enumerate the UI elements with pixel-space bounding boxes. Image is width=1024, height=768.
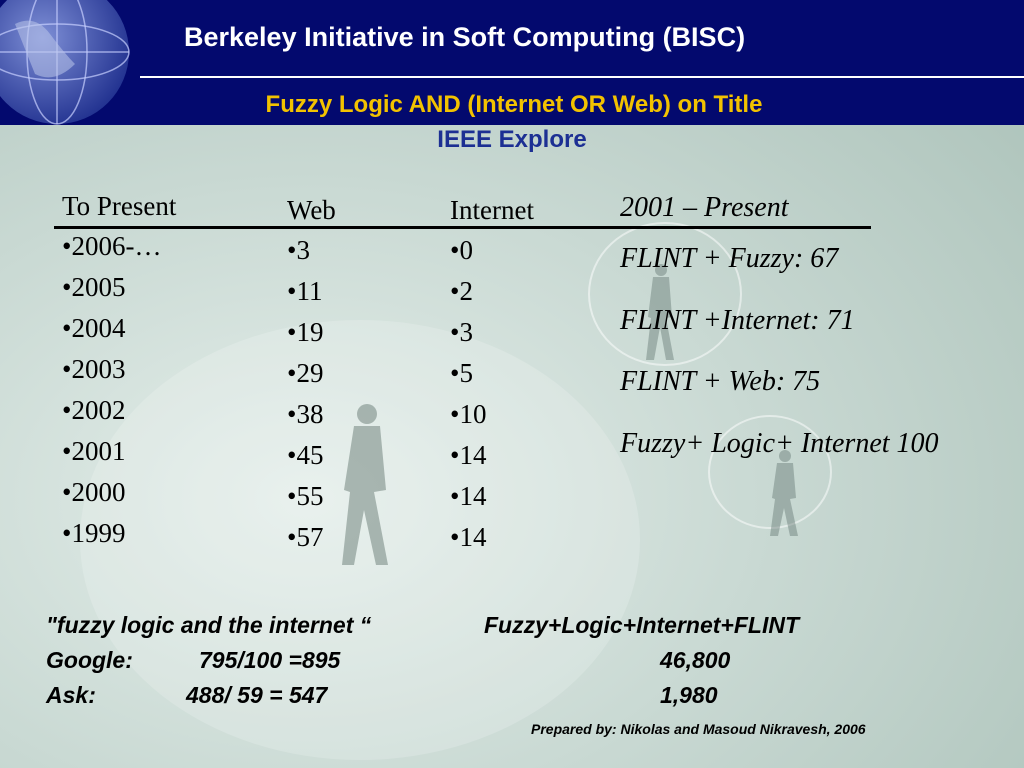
list-item: •45	[287, 440, 324, 470]
list-item: •29	[287, 358, 324, 388]
list-item: •10	[450, 399, 487, 429]
list-item: •5	[450, 358, 473, 388]
ask-query2-count: 1,980	[660, 682, 718, 708]
ask-label: Ask:	[46, 682, 96, 708]
walking-man-watermark	[770, 450, 798, 536]
list-item: •19	[287, 317, 324, 347]
query1-label: "fuzzy logic and the internet “	[46, 612, 372, 638]
summary-panel: 2001 – Present FLINT + Fuzzy: 67 FLINT +…	[620, 188, 939, 474]
page-title: Berkeley Initiative in Soft Computing (B…	[184, 22, 746, 52]
google-query1-count: 795/100 =895	[199, 647, 341, 673]
column-header-internet: Internet	[450, 195, 534, 225]
table-header-rule	[54, 226, 871, 229]
google-label: Google:	[46, 647, 133, 673]
list-item: •2001	[62, 436, 126, 466]
list-item: •2005	[62, 272, 126, 302]
globe-watermark	[588, 222, 742, 366]
source-subtitle: IEEE Explore	[437, 126, 587, 153]
internet-column: Internet •0 •2 •3 •5 •10 •14 •14 •14	[450, 190, 534, 558]
summary-line: Fuzzy+ Logic+ Internet 100	[620, 427, 939, 459]
list-item: •11	[287, 276, 323, 306]
header-divider	[140, 76, 1024, 78]
summary-line: FLINT +Internet: 71	[620, 304, 855, 336]
walking-man-watermark	[342, 404, 388, 565]
globe-logo-icon	[0, 0, 130, 125]
summary-line: FLINT + Web: 75	[620, 366, 821, 397]
summary-line: FLINT + Fuzzy: 67	[620, 243, 839, 274]
list-item: •2000	[62, 477, 126, 507]
list-item: •2	[450, 276, 473, 306]
world-map-watermark	[80, 320, 640, 760]
list-item: •2003	[62, 354, 126, 384]
list-item: •2006-…	[62, 231, 162, 261]
list-item: •14	[450, 481, 487, 511]
list-item: •57	[287, 522, 324, 552]
list-item: •14	[450, 522, 487, 552]
web-column: Web •3 •11 •19 •29 •38 •45 •55 •57	[287, 190, 336, 558]
list-item: •38	[287, 399, 324, 429]
column-header-web: Web	[287, 195, 336, 225]
globe-watermark	[708, 415, 832, 529]
query-subtitle: Fuzzy Logic AND (Internet OR Web) on Tit…	[265, 91, 763, 118]
years-column: To Present •2006-… •2005 •2004 •2003 •20…	[62, 186, 176, 554]
google-query2-count: 46,800	[660, 647, 731, 673]
credit-line: Prepared by: Nikolas and Masoud Nikraves…	[531, 721, 866, 737]
walking-man-watermark	[646, 264, 674, 360]
list-item: •1999	[62, 518, 126, 548]
list-item: •2004	[62, 313, 126, 343]
header-bar: Berkeley Initiative in Soft Computing (B…	[0, 0, 1024, 125]
ask-query1-count: 488/ 59 = 547	[186, 682, 328, 708]
list-item: •14	[450, 440, 487, 470]
list-item: •55	[287, 481, 324, 511]
summary-heading: 2001 – Present	[620, 192, 789, 223]
list-item: •3	[450, 317, 473, 347]
column-header-years: To Present	[62, 191, 177, 221]
list-item: •3	[287, 235, 310, 265]
query2-label: Fuzzy+Logic+Internet+FLINT	[484, 612, 800, 638]
list-item: •2002	[62, 395, 126, 425]
list-item: •0	[450, 235, 473, 265]
